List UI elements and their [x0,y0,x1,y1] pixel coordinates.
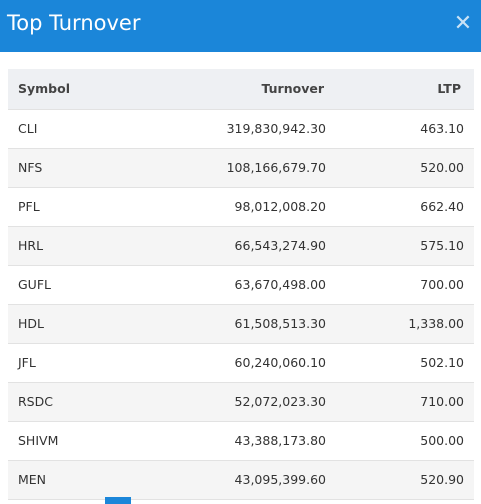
cell-symbol: RSDC [8,382,158,422]
cell-ltp: 710.00 [334,382,474,422]
cell-symbol: HDL [8,304,158,344]
cell-turnover: 43,095,399.60 [158,460,334,500]
cell-ltp: 520.00 [334,148,474,188]
close-icon[interactable]: ✕ [453,11,473,36]
cell-turnover: 61,508,513.30 [158,304,334,344]
cell-symbol: JFL [8,343,158,383]
cell-turnover: 66,543,274.90 [158,226,334,266]
cell-turnover: 98,012,008.20 [158,187,334,227]
table-row[interactable]: CLI 319,830,942.30 463.10 [8,109,474,149]
turnover-table: Symbol Turnover LTP CLI 319,830,942.30 463… [8,69,474,500]
table-row[interactable]: GUFL 63,670,498.00 700.00 [8,265,474,305]
cell-turnover: 43,388,173.80 [158,421,334,461]
cell-symbol: CLI [8,109,158,149]
cell-turnover: 63,670,498.00 [158,265,334,305]
cell-symbol: PFL [8,187,158,227]
column-header-turnover[interactable]: Turnover [158,69,334,110]
cell-ltp: 700.00 [334,265,474,305]
cell-symbol: NFS [8,148,158,188]
cell-symbol: MEN [8,460,158,500]
pagination-indicator[interactable] [105,497,131,504]
table-row[interactable]: JFL 60,240,060.10 502.10 [8,343,474,383]
cell-ltp: 463.10 [334,109,474,149]
cell-ltp: 502.10 [334,343,474,383]
cell-ltp: 520.90 [334,460,474,500]
cell-ltp: 575.10 [334,226,474,266]
cell-symbol: SHIVM [8,421,158,461]
cell-turnover: 52,072,023.30 [158,382,334,422]
table-row[interactable]: HDL 61,508,513.30 1,338.00 [8,304,474,344]
table-row[interactable]: PFL 98,012,008.20 662.40 [8,187,474,227]
cell-symbol: GUFL [8,265,158,305]
cell-ltp: 1,338.00 [334,304,474,344]
column-header-ltp[interactable]: LTP [334,69,474,110]
cell-ltp: 662.40 [334,187,474,227]
cell-turnover: 60,240,060.10 [158,343,334,383]
modal-header: Top Turnover ✕ [0,0,481,52]
table-header-row: Symbol Turnover LTP [8,69,474,110]
cell-turnover: 319,830,942.30 [158,109,334,149]
table-row[interactable]: NFS 108,166,679.70 520.00 [8,148,474,188]
cell-ltp: 500.00 [334,421,474,461]
cell-symbol: HRL [8,226,158,266]
modal-title: Top Turnover [7,11,141,35]
table-row[interactable]: HRL 66,543,274.90 575.10 [8,226,474,266]
table-row[interactable]: MEN 43,095,399.60 520.90 [8,460,474,500]
cell-turnover: 108,166,679.70 [158,148,334,188]
table-row[interactable]: SHIVM 43,388,173.80 500.00 [8,421,474,461]
table-row[interactable]: RSDC 52,072,023.30 710.00 [8,382,474,422]
turnover-table-container: Symbol Turnover LTP CLI 319,830,942.30 463… [8,69,474,500]
column-header-symbol[interactable]: Symbol [8,69,158,110]
